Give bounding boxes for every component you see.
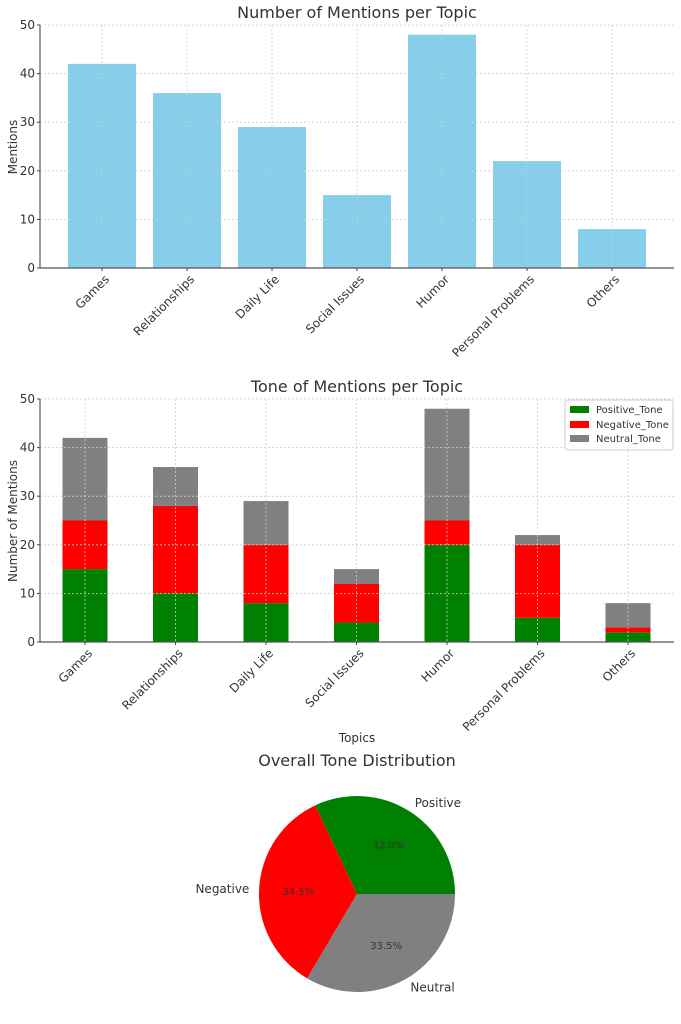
- y-tick-label: 20: [20, 538, 35, 552]
- x-axis-label: Topics: [338, 731, 375, 745]
- y-tick-label: 10: [20, 212, 35, 226]
- y-axis-label: Mentions: [6, 120, 20, 175]
- y-tick-label: 0: [27, 261, 35, 275]
- legend-swatch-negative: [570, 421, 589, 428]
- x-tick-label-games: Games: [73, 272, 113, 312]
- chart-title: Overall Tone Distribution: [258, 751, 456, 770]
- y-tick-label: 30: [20, 489, 35, 503]
- bar-segment-games-positive-tone: [62, 569, 108, 642]
- pie-label-negative: Negative: [195, 882, 249, 896]
- x-tick-label-relationships: Relationships: [119, 646, 185, 712]
- y-tick-label: 10: [20, 586, 35, 600]
- y-tick-labels: 0 10 20 30 40 50: [20, 392, 35, 649]
- y-tick-label: 20: [20, 164, 35, 178]
- stacked-bar-chart-tone: Tone of Mentions per Topic Number of Men…: [6, 377, 674, 745]
- x-tick-label-personal-problems: Personal Problems: [460, 646, 548, 734]
- pie-chart-tone: Overall Tone Distribution Positive 32.0% N…: [195, 751, 461, 995]
- axes: [37, 24, 674, 271]
- x-tick-label-humor: Humor: [414, 272, 453, 311]
- pie-slice-neutral: [307, 894, 455, 992]
- y-tick-label: 40: [20, 67, 35, 81]
- pie-labels: Positive 32.0% Negative 34.5% Neutral 33.5%: [195, 796, 461, 995]
- x-tick-label-humor: Humor: [419, 646, 458, 685]
- x-tick-label-others: Others: [584, 272, 622, 310]
- bar-segment-others-positive-tone: [605, 632, 651, 642]
- y-tick-label: 30: [20, 115, 35, 129]
- y-axis-label: Number of Mentions: [6, 460, 20, 582]
- y-tick-label: 50: [20, 392, 35, 406]
- x-tick-label-daily-life: Daily Life: [233, 272, 282, 321]
- legend-label-positive: Positive_Tone: [596, 405, 663, 416]
- x-tick-labels: Games Relationships Daily Life Social Issue…: [73, 272, 623, 360]
- legend: Positive_Tone Negative_Tone Neutral_Tone: [564, 399, 674, 451]
- pie-slice-positive: [315, 795, 455, 894]
- y-tick-label: 0: [27, 635, 35, 649]
- x-tick-label-social-issues: Social Issues: [303, 272, 367, 336]
- bar-segment-daily-life-negative-tone: [243, 544, 289, 604]
- pie-slices: [259, 795, 455, 992]
- legend-label-negative: Negative_Tone: [596, 420, 669, 431]
- pie-label-positive: Positive: [415, 796, 461, 810]
- y-tick-label: 40: [20, 441, 35, 455]
- axes: [37, 398, 674, 645]
- legend-swatch-positive: [570, 406, 589, 413]
- y-tick-label: 50: [20, 18, 35, 32]
- x-tick-label-personal-problems: Personal Problems: [449, 272, 537, 360]
- pie-pct-neutral: 33.5%: [370, 941, 402, 952]
- pie-slice-negative: [259, 805, 357, 979]
- pie-pct-negative: 34.5%: [282, 887, 314, 898]
- x-tick-label-relationships: Relationships: [131, 272, 197, 338]
- bar-social-issues: [323, 195, 391, 268]
- chart-title: Tone of Mentions per Topic: [250, 377, 463, 396]
- legend-frame: [564, 399, 674, 451]
- x-tick-label-others: Others: [600, 646, 638, 684]
- x-tick-labels: Games Relationships Daily Life Social Issue…: [56, 646, 639, 734]
- chart-title: Number of Mentions per Topic: [237, 3, 477, 22]
- legend-swatch-neutral: [570, 435, 589, 442]
- pie-label-neutral: Neutral: [410, 981, 454, 995]
- bar-chart-mentions: Number of Mentions per Topic Mentions 0 1…: [6, 3, 674, 360]
- bar-segment-personal-problems-positive-tone: [515, 617, 560, 642]
- y-tick-labels: 0 10 20 30 40 50: [20, 18, 35, 275]
- legend-label-neutral: Neutral_Tone: [596, 434, 661, 445]
- bar-segment-others-negative-tone: [605, 627, 651, 633]
- x-tick-label-daily-life: Daily Life: [227, 646, 276, 695]
- pie-pct-positive: 32.0%: [373, 840, 405, 851]
- x-tick-label-social-issues: Social Issues: [302, 646, 366, 710]
- x-tick-label-games: Games: [56, 646, 96, 686]
- bar-segment-relationships-positive-tone: [153, 593, 198, 642]
